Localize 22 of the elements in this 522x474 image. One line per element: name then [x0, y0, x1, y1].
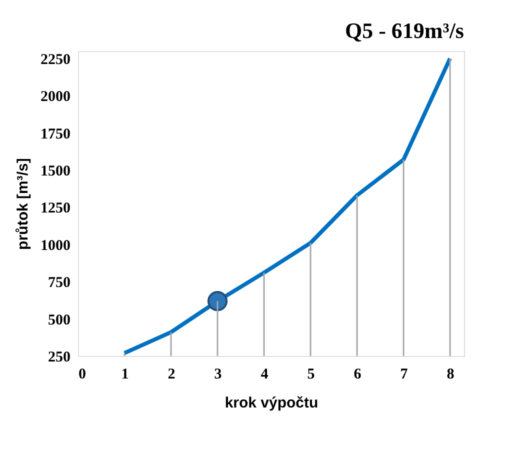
x-tick-label: 7	[400, 366, 408, 382]
y-tick-label: 1750	[40, 126, 70, 142]
x-tick-label: 0	[78, 366, 86, 382]
x-tick-label: 1	[121, 366, 129, 382]
y-tick-label: 1500	[40, 164, 70, 180]
y-tick-label: 1250	[40, 200, 70, 217]
x-axis-title: krok výpočtu	[224, 394, 318, 412]
x-tick-label: 8	[446, 366, 454, 382]
x-tick-label: 6	[354, 366, 362, 382]
y-tick-label: 750	[48, 275, 70, 292]
y-tick-label: 2250	[40, 52, 70, 68]
x-tick-label: 5	[307, 366, 315, 382]
x-tick-label: 2	[168, 366, 176, 382]
x-tick-label: 4	[260, 366, 269, 382]
y-axis-title: průtok [m³/s]	[14, 158, 32, 250]
x-tick-label: 3	[214, 366, 222, 382]
y-tick-label: 250	[48, 350, 70, 366]
line-series	[122, 56, 452, 356]
y-tick-label: 1000	[40, 238, 70, 254]
y-tick-label: 2000	[40, 89, 70, 106]
chart-title: Q5 - 619m³/s	[344, 18, 464, 43]
y-tick-label: 500	[48, 312, 70, 328]
